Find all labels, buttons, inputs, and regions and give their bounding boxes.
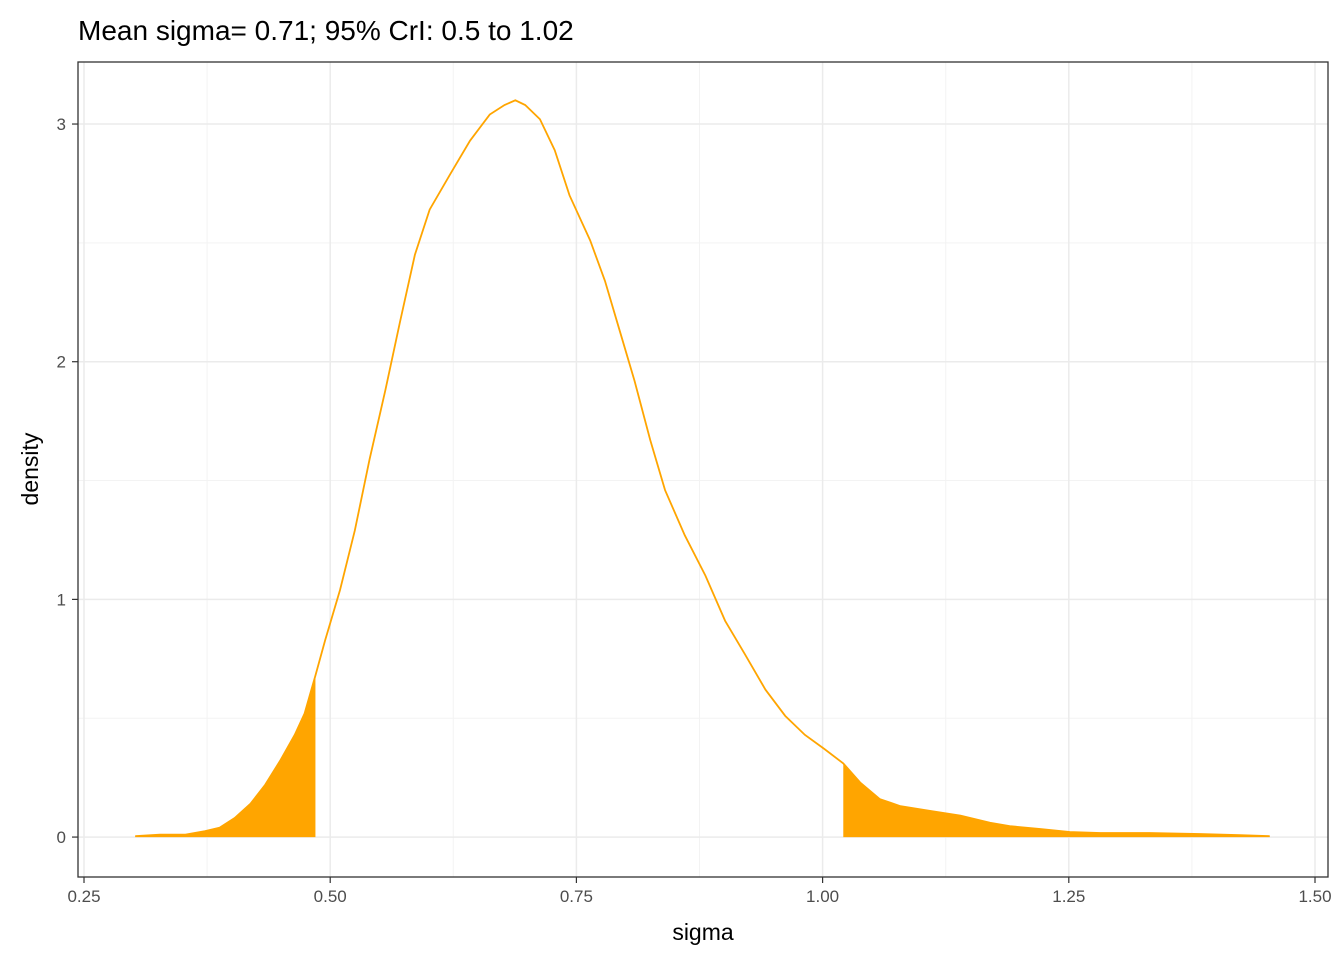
x-tick-label: 1.00 — [806, 887, 839, 906]
x-tick-label: 0.75 — [560, 887, 593, 906]
x-tick-label: 1.50 — [1298, 887, 1331, 906]
x-tick-label: 0.25 — [67, 887, 100, 906]
chart-title: Mean sigma= 0.71; 95% CrI: 0.5 to 1.02 — [78, 15, 574, 46]
x-tick-label: 1.25 — [1052, 887, 1085, 906]
plot-background — [78, 62, 1328, 877]
density-line — [135, 99, 1270, 838]
lower-tail-area — [135, 675, 316, 838]
x-tick-label: 0.50 — [314, 887, 347, 906]
y-tick-label: 0 — [57, 828, 66, 847]
y-tick-label: 2 — [57, 353, 66, 372]
panel-border — [77, 61, 1329, 878]
y-axis-label: density — [17, 432, 43, 505]
upper-tail-area — [843, 763, 1270, 838]
x-axis-label: sigma — [672, 919, 734, 945]
y-tick-label: 1 — [57, 590, 66, 609]
y-tick-label: 3 — [57, 115, 66, 134]
